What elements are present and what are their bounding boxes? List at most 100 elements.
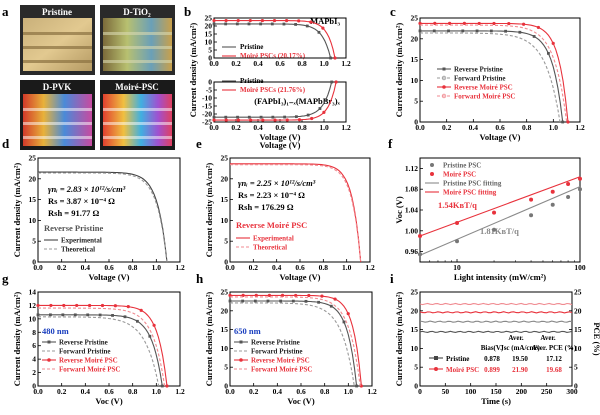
chart-g: 0.0 0.2 0.4 0.6 0.8 1.0 1.2 Voc (V) 0 2 4 6 8 10 12 14 C… [12,288,185,407]
x-tick-label: 1.2 [341,123,351,132]
y-axis-label: Current density (mA/cm²) [394,292,404,387]
legend-label: Pristine PSC [443,162,481,170]
series-point [271,115,275,119]
y-tick-label: 25 [411,14,419,23]
g-wavelength: 480 nm [42,326,69,336]
series-point [318,107,322,110]
panel-label-d: d [2,136,10,151]
x-tick-label: 100 [465,387,477,396]
series-point [294,115,298,119]
y2-tick-label: 0 [574,382,578,391]
y-tick-label: 0.96 [405,247,418,256]
legend-marker [430,163,434,167]
series-point [547,51,550,55]
x-tick-label: 1.0 [319,59,329,68]
y-tick-label: 15 [221,195,229,204]
y-tick-label: 0 [208,78,212,87]
series-line [420,24,568,123]
photo-label: Pristine [42,7,72,17]
series-point [329,56,332,60]
y-axis-label: Current density (mA/cm²) [394,23,404,118]
series-point [126,305,130,309]
series-point [212,115,216,119]
series-point [448,21,452,26]
y-tick-label: 5 [208,46,212,55]
x-axis-label: Time (s) [481,396,511,406]
y-tick-label: 0 [414,118,418,127]
x-tick-label: 300 [566,387,578,396]
x-tick-label: 0.6 [275,123,285,132]
y-tick-label: 0 [208,54,212,63]
photo-label: D-PVK [43,82,72,92]
b-top-legend-moire: Moiré PSCs (20.17%) [240,52,306,60]
y-axis-label: Current density (mA/cm²) [12,292,22,387]
y-tick-label: 10 [221,344,229,353]
panel-label-a: a [2,4,9,19]
x-tick-label: 0.4 [81,387,91,396]
i-row-name: Moiré PSC [446,366,479,374]
i-head-jsc: Jsc (mA/cm²) [500,344,540,352]
series-point [282,22,286,26]
chart-c: 0.0 0.2 0.4 0.6 0.8 1.0 1.2 Voltage (V) 0 5 10 15 20… [394,14,585,143]
series-point [291,299,295,303]
y-tick-label: 12 [29,301,37,310]
series-point [75,303,79,308]
y-tick-label: 20 [29,174,37,183]
y-tick-label: 0 [224,258,228,267]
data-point-moire [566,182,571,186]
series-point [462,21,466,26]
y-tick-label: 25 [29,154,37,163]
y-tick-label: 1.12 [405,164,418,173]
i-row-pce: 19.68 [546,366,562,374]
series-line [419,311,573,314]
data-point-pristine [418,252,422,257]
series-point [433,21,437,26]
x-axis-label: Voc (V) [95,396,122,406]
x-tick-label: 0.2 [231,123,241,132]
series-point [418,21,422,26]
e-ann-rsh: Rsh = 176.29 Ω [238,202,294,212]
series-point [297,118,302,122]
series-point [272,18,277,23]
x-tick-label: 0.6 [104,263,114,272]
panel-b-annotations: MAPbI₃ (FAPbI₃)₁₋ₓ(MAPbBr₃)ₓ Pristine Mo… [240,16,341,106]
y-tick-label: 25 [205,14,213,23]
legend-label: Forward Pristine [59,348,111,356]
y-tick-label: 4 [32,355,36,364]
legend-label: Reverse Pristine [454,66,503,74]
x-tick-label: 1.0 [549,123,559,132]
b-bottom-legend-pristine: Pristine [240,77,263,85]
panel-g-annotations: 480 nm [42,326,69,336]
series-point [317,30,321,34]
series-point [266,299,270,303]
data-point-moire [418,234,422,238]
x-tick-label: 0.2 [442,123,452,132]
series-point [566,120,570,124]
x-axis-label: Voltage (V) [89,272,130,282]
series-line [38,316,160,387]
x-tick-label: 0.2 [231,59,241,68]
series-line [419,320,573,323]
y2-tick-label: 25 [574,288,582,297]
legend-marker [47,358,51,362]
series-point [236,18,240,23]
series-point [489,29,493,33]
x-tick-label: 0.4 [81,263,91,272]
x-tick-label: 0.0 [415,123,425,132]
photo-d-pvk: D-PVK [20,80,95,150]
series-point [294,23,298,26]
y-axis-label: Current density (mA/cm²) [12,163,22,258]
data-point-moire [578,176,582,181]
x-tick-label: 0.8 [320,387,330,396]
series-point [561,120,565,124]
series-point [321,26,325,30]
x-axis-label: Voltage (V) [260,132,301,142]
b-bottom-material: (FAPbI₃)₁₋ₓ(MAPbBr₃)ₓ [254,96,340,106]
x-axis-label: Voltage (V) [480,132,521,142]
photo-pristine: Pristine [20,5,95,75]
y-tick-label: 5 [414,97,418,106]
i-row-name: Pristine [446,355,469,363]
